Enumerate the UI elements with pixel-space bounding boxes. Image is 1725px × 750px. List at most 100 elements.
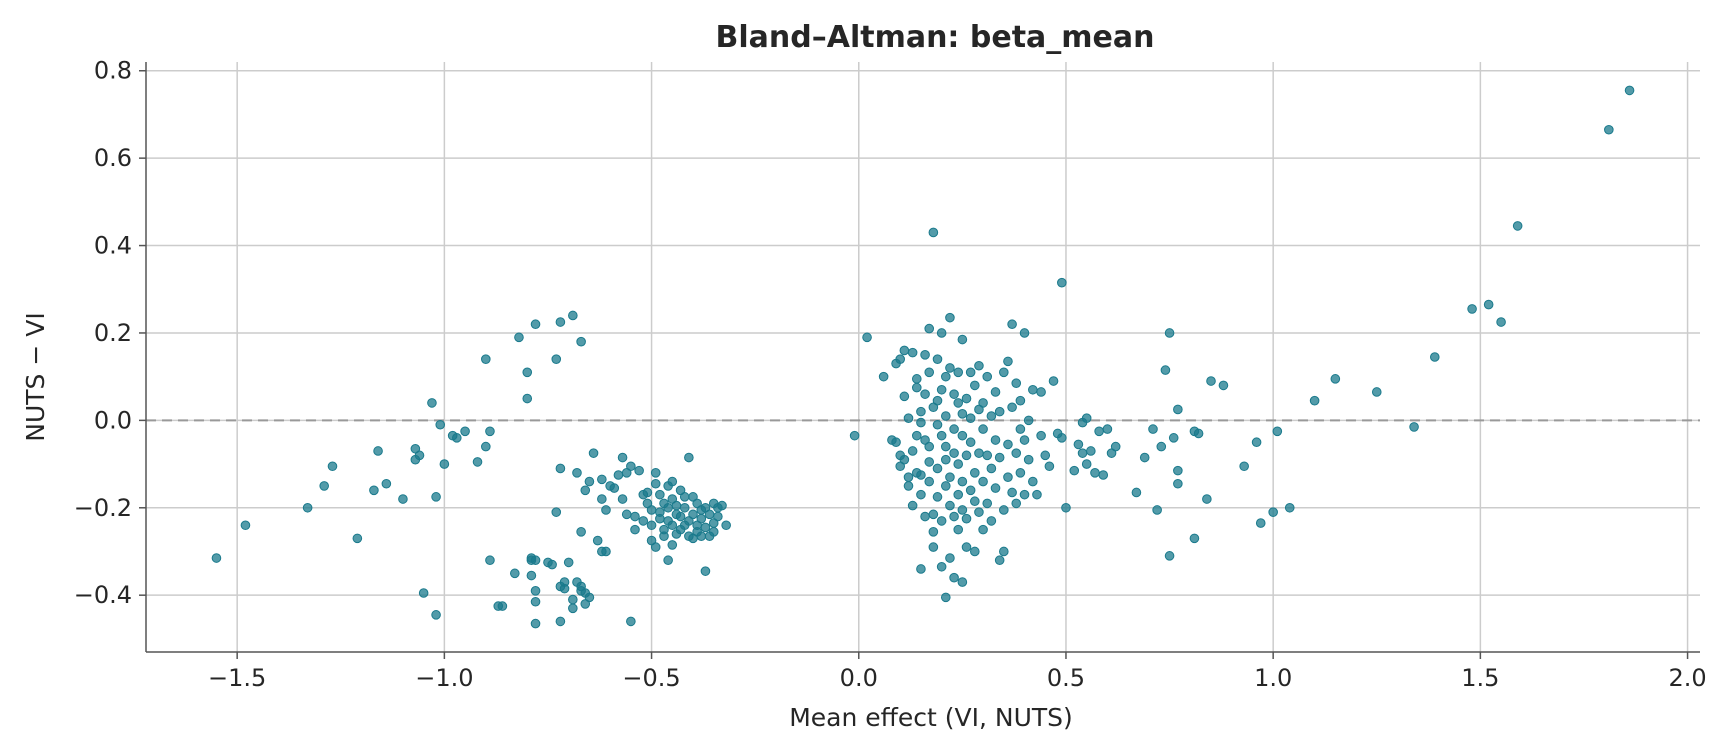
data-point — [1007, 402, 1017, 413]
data-point — [999, 505, 1009, 515]
data-point — [978, 476, 988, 487]
data-point — [1371, 387, 1382, 397]
data-point — [675, 511, 686, 522]
x-tick-label: 0.5 — [1047, 664, 1085, 692]
data-point — [911, 374, 922, 384]
data-point — [460, 426, 470, 437]
data-point — [1048, 376, 1059, 386]
data-point — [1164, 328, 1175, 338]
data-point — [999, 367, 1009, 378]
data-point — [211, 553, 222, 563]
data-point — [1003, 439, 1013, 450]
data-point — [928, 542, 939, 552]
data-point — [936, 328, 947, 338]
data-point — [1003, 356, 1013, 367]
data-point — [916, 470, 926, 480]
data-point — [630, 524, 640, 535]
data-point — [1057, 277, 1067, 288]
data-point — [1098, 470, 1109, 480]
y-tick-label: 0.4 — [94, 232, 132, 260]
data-point — [572, 468, 582, 478]
data-point — [510, 568, 520, 579]
data-point — [530, 555, 541, 566]
data-point — [982, 450, 993, 461]
data-point — [953, 524, 964, 535]
data-point — [957, 476, 968, 487]
data-point — [990, 435, 1001, 445]
data-point — [916, 489, 926, 500]
data-point — [708, 527, 719, 537]
data-point — [994, 406, 1005, 417]
data-point — [953, 398, 964, 408]
data-point — [924, 323, 935, 334]
data-point — [584, 592, 595, 603]
data-point — [601, 505, 611, 515]
data-point — [907, 446, 918, 456]
data-point — [949, 424, 959, 434]
data-point — [667, 520, 678, 531]
data-point — [940, 454, 951, 465]
data-point — [655, 513, 665, 524]
data-point — [961, 450, 972, 461]
data-point — [940, 481, 951, 491]
data-point — [1028, 476, 1038, 487]
data-point — [1015, 424, 1026, 434]
data-point — [1330, 374, 1341, 384]
data-point — [1164, 551, 1175, 561]
data-point — [957, 577, 968, 587]
data-point — [551, 507, 562, 517]
data-point — [974, 360, 984, 371]
data-point — [551, 354, 562, 364]
data-point — [1429, 352, 1440, 362]
data-point — [626, 616, 636, 627]
data-point — [920, 350, 930, 360]
data-point — [650, 542, 661, 552]
data-point — [1036, 430, 1046, 441]
x-tick-label: −1.5 — [208, 664, 266, 692]
data-point — [957, 334, 968, 345]
data-point — [369, 485, 379, 496]
data-point — [679, 502, 690, 513]
data-point — [1284, 502, 1295, 513]
data-point — [899, 391, 910, 402]
data-point — [485, 426, 495, 437]
data-point — [862, 332, 872, 343]
data-point — [936, 384, 947, 395]
data-point — [1467, 304, 1477, 314]
data-point — [1011, 378, 1022, 389]
y-tick-label: −0.4 — [74, 581, 132, 609]
data-point — [924, 441, 935, 452]
data-point — [928, 509, 939, 520]
data-point — [911, 382, 922, 393]
data-point — [568, 310, 578, 321]
data-point — [663, 502, 673, 513]
data-point — [1102, 424, 1113, 434]
data-point — [953, 489, 964, 500]
x-tick-label: 0.0 — [840, 664, 878, 692]
data-point — [920, 511, 930, 522]
data-point — [920, 389, 930, 399]
data-point — [1028, 384, 1038, 395]
data-point — [1044, 461, 1055, 472]
data-point — [961, 542, 972, 552]
data-point — [597, 494, 607, 504]
data-point — [1036, 387, 1046, 397]
data-point — [949, 389, 959, 399]
data-point — [945, 500, 955, 511]
data-point — [940, 441, 951, 452]
data-point — [522, 393, 533, 404]
data-point — [940, 411, 951, 421]
data-point — [1003, 472, 1013, 482]
data-point — [924, 457, 935, 467]
data-point — [1040, 450, 1051, 461]
data-point — [1015, 468, 1026, 478]
data-point — [986, 516, 997, 526]
data-point — [961, 393, 972, 404]
data-point — [903, 413, 914, 423]
data-point — [990, 387, 1001, 397]
y-axis-label: NUTS − VI — [21, 312, 50, 441]
data-point — [916, 564, 926, 574]
data-point — [617, 452, 628, 463]
data-point — [932, 395, 943, 406]
data-point — [994, 452, 1005, 463]
